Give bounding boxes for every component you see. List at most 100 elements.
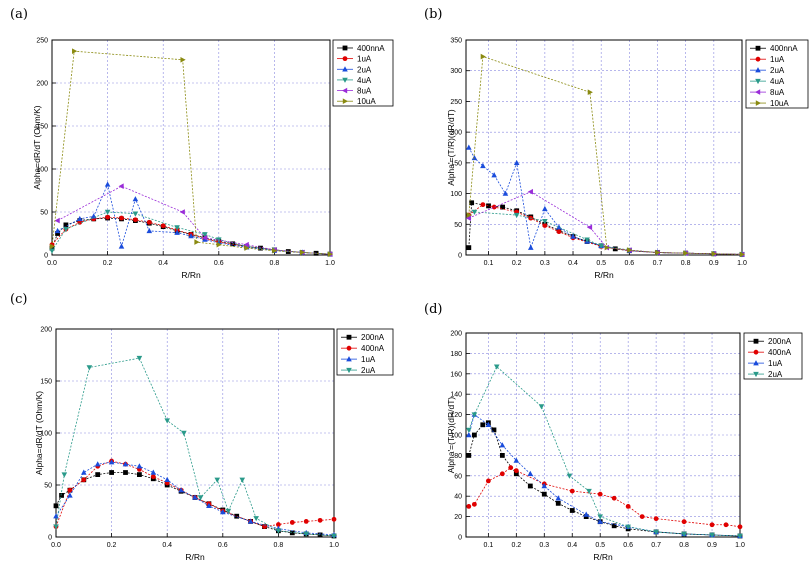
y-tick-label: 50 (44, 483, 52, 490)
data-point (174, 225, 180, 231)
x-tick-label: 1.0 (737, 260, 747, 267)
data-point (331, 516, 337, 522)
y-tick-label: 80 (454, 453, 462, 460)
data-point (513, 159, 520, 166)
data-point (104, 181, 111, 187)
series-line (55, 357, 335, 537)
x-tick-label: 0.9 (707, 542, 717, 549)
data-point (527, 483, 533, 489)
legend-marker (755, 56, 761, 62)
data-point (625, 524, 631, 530)
y-tick-label: 40 (454, 494, 462, 501)
legend-label: 2uA (361, 366, 376, 375)
legend-label: 1uA (357, 55, 372, 64)
data-point (681, 531, 687, 537)
data-point (63, 222, 69, 228)
data-point (711, 250, 717, 257)
legend: 400nnA 1uA 2uA 4uA 8uA 10uA (745, 39, 809, 109)
data-point (285, 249, 291, 254)
x-tick-label: 0.5 (596, 260, 606, 267)
data-point (655, 249, 661, 256)
data-point (61, 472, 68, 478)
data-point (471, 154, 478, 161)
y-tick-label: 200 (40, 327, 52, 334)
data-point (206, 502, 212, 508)
y-tick-label: 100 (450, 191, 462, 198)
legend-marker (755, 67, 761, 73)
y-tick-label: 100 (36, 167, 48, 174)
chart-panel-2: (b) 0.1 0.2 0.3 0.4 0.5 0.6 0.7 0.8 0.9 1.0 0 50 100 1… (424, 7, 809, 280)
y-axis-label: Alpha=dR/dT (Ohm/K) (34, 391, 44, 475)
data-point (49, 243, 55, 250)
data-point (137, 472, 142, 477)
panel-label: (a) (10, 7, 28, 22)
x-tick-label: 0.6 (623, 542, 633, 549)
y-tick-label: 300 (450, 68, 462, 75)
data-point (513, 468, 519, 474)
series-line (51, 50, 331, 255)
data-point (136, 355, 143, 362)
series-4uA (471, 209, 745, 258)
panel-label: (c) (10, 292, 27, 307)
x-tick-label: 1.0 (325, 260, 335, 267)
x-tick-label: 0.4 (568, 260, 578, 267)
x-tick-label: 0.1 (484, 260, 494, 267)
data-point (653, 529, 659, 535)
data-point (225, 508, 232, 514)
legend-label: 4uA (357, 76, 372, 85)
x-tick-label: 0.8 (681, 260, 691, 267)
y-tick-label: 250 (36, 38, 48, 45)
x-axis-label: R/Rn (185, 552, 205, 562)
y-tick-label: 0 (48, 535, 52, 542)
series-line (468, 56, 743, 255)
legend-label: 2uA (357, 65, 372, 74)
data-point (542, 223, 548, 228)
x-tick-label: 0.2 (107, 542, 117, 549)
data-point (542, 219, 548, 225)
data-point (54, 227, 61, 234)
data-point (122, 461, 129, 467)
data-point (739, 251, 745, 258)
series-2uA (53, 355, 337, 539)
y-tick-label: 120 (450, 412, 462, 419)
data-point (108, 459, 115, 465)
y-tick-label: 0 (458, 253, 462, 260)
y-tick-label: 0 (44, 253, 48, 260)
x-tick-label: 0.0 (51, 542, 61, 549)
legend-label: 1uA (768, 359, 783, 368)
data-point (133, 217, 138, 223)
data-point (541, 483, 548, 489)
y-tick-label: 350 (450, 38, 462, 45)
data-point (597, 514, 604, 520)
plot-frame (51, 39, 331, 256)
series-8uA (54, 183, 333, 257)
x-tick-label: 1.0 (735, 542, 745, 549)
data-point (499, 442, 506, 448)
x-tick-label: 0.3 (539, 542, 549, 549)
x-tick-label: 0.6 (214, 260, 224, 267)
data-point (94, 461, 101, 467)
y-tick-label: 160 (450, 371, 462, 378)
data-point (136, 463, 143, 469)
legend-marker (342, 87, 348, 94)
data-point (493, 364, 500, 370)
data-point (247, 518, 254, 524)
y-tick-label: 100 (40, 431, 52, 438)
legend-marker (342, 98, 348, 105)
data-point (49, 245, 55, 251)
x-tick-label: 0.8 (274, 542, 284, 549)
data-point (179, 209, 185, 215)
data-point (542, 205, 548, 212)
y-tick-label: 50 (40, 210, 48, 217)
data-point (317, 532, 323, 538)
y-tick-label: 60 (454, 473, 462, 480)
series-line (468, 204, 743, 255)
y-axis-label: Alpha'=(T/R)(dR/dT) (446, 109, 456, 186)
y-axis-label: Alpha=dR/dT (Ohm/K) (32, 105, 42, 189)
legend-marker (753, 349, 759, 355)
data-point (220, 509, 226, 515)
series-2uA (466, 144, 745, 257)
data-point (584, 237, 590, 243)
x-axis-label: R/Rn (594, 270, 614, 280)
x-tick-label: 0.2 (512, 260, 522, 267)
